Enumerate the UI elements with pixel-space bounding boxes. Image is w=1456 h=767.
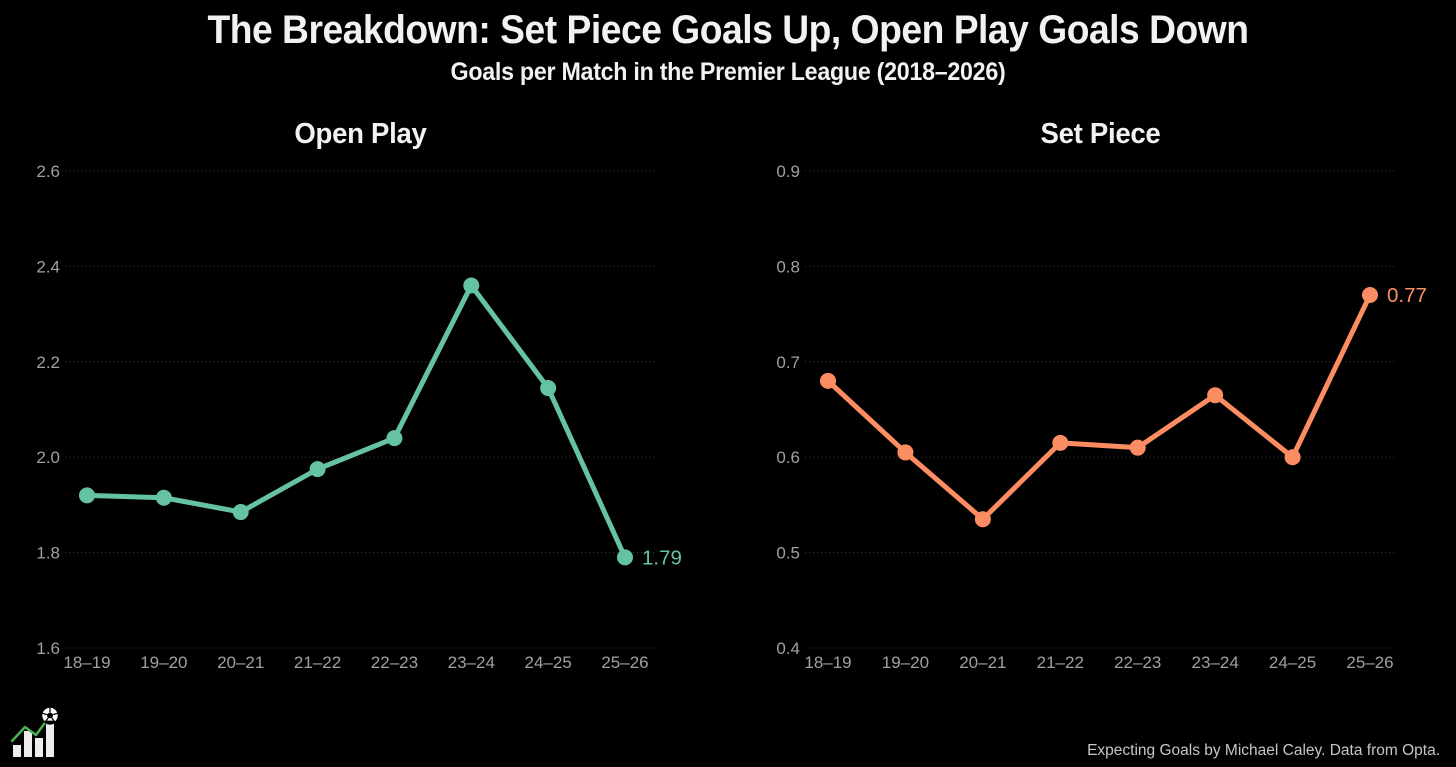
soccer-ball-icon [41,706,59,725]
y-tick-label: 1.8 [36,544,60,563]
y-tick-label: 1.6 [36,639,60,658]
y-tick-label: 2.0 [36,448,60,467]
y-tick-label: 0.8 [776,257,800,276]
x-tick-label: 21–22 [1037,653,1084,672]
page-title: The Breakdown: Set Piece Goals Up, Open … [207,8,1249,52]
data-point [820,372,836,389]
open-play-plot-area: 1.6 1.8 2.0 2.2 2.4 2.6 18–19 19–20 20–21 21–22 22… [36,162,682,672]
trend-line [825,292,1373,522]
y-tick-label: 2.2 [36,353,60,372]
x-tick-label: 22–23 [1114,653,1161,672]
trend-line [84,282,628,560]
x-tick-label: 20–21 [217,653,264,672]
data-point [1052,434,1069,451]
x-tick-label: 19–20 [140,653,187,672]
attribution-text: Expecting Goals by Michael Caley. Data f… [1087,742,1440,759]
x-tick-label: 23–24 [1192,653,1239,672]
data-point [540,380,557,397]
chart-title-set-piece: Set Piece [1040,118,1161,150]
data-point [1207,387,1224,404]
logo-bar [35,738,43,757]
x-tick-label: 25–26 [1346,653,1393,672]
x-tick-label: 19–20 [882,653,929,672]
y-tick-label: 0.4 [776,639,800,658]
data-point [1362,287,1379,304]
logo-bar [24,731,32,757]
data-point [463,277,480,294]
y-tick-label: 2.6 [36,162,60,181]
y-tick-label: 0.9 [776,162,800,181]
x-tick-label: 20–21 [959,653,1006,672]
y-tick-label: 0.7 [776,353,800,372]
data-point [386,430,403,447]
x-tick-label: 21–22 [294,653,341,672]
end-value-label: 0.77 [1387,284,1427,307]
data-point [616,549,633,566]
end-value-label: 1.79 [642,546,682,569]
chart-title-open-play: Open Play [294,118,427,150]
x-tick-label: 22–23 [371,653,418,672]
x-tick-label: 24–25 [1269,653,1316,672]
y-tick-label: 0.6 [776,448,800,467]
x-tick-label: 24–25 [525,653,572,672]
soccer-trend-logo-icon [11,706,59,757]
x-tick-label: 23–24 [448,653,495,672]
x-tick-label: 18–19 [804,653,851,672]
set-piece-plot-area: 0.4 0.5 0.6 0.7 0.8 0.9 18–19 19–20 20–21 21–22 22… [776,162,1427,672]
logo-trend-line [11,714,52,743]
data-point [79,487,95,504]
data-point [974,511,991,528]
data-point [309,461,326,478]
data-point [232,504,249,521]
data-point [1129,439,1146,456]
data-point [1284,449,1301,466]
data-point [155,489,172,506]
x-tick-label: 18–19 [63,653,110,672]
y-tick-label: 0.5 [776,544,800,563]
logo-bar [46,723,54,757]
logo-bar [13,745,21,757]
x-tick-label: 25–26 [601,653,648,672]
page-subtitle: Goals per Match in the Premier League (2… [450,58,1006,86]
data-point [897,444,914,461]
y-tick-label: 2.4 [36,257,60,276]
